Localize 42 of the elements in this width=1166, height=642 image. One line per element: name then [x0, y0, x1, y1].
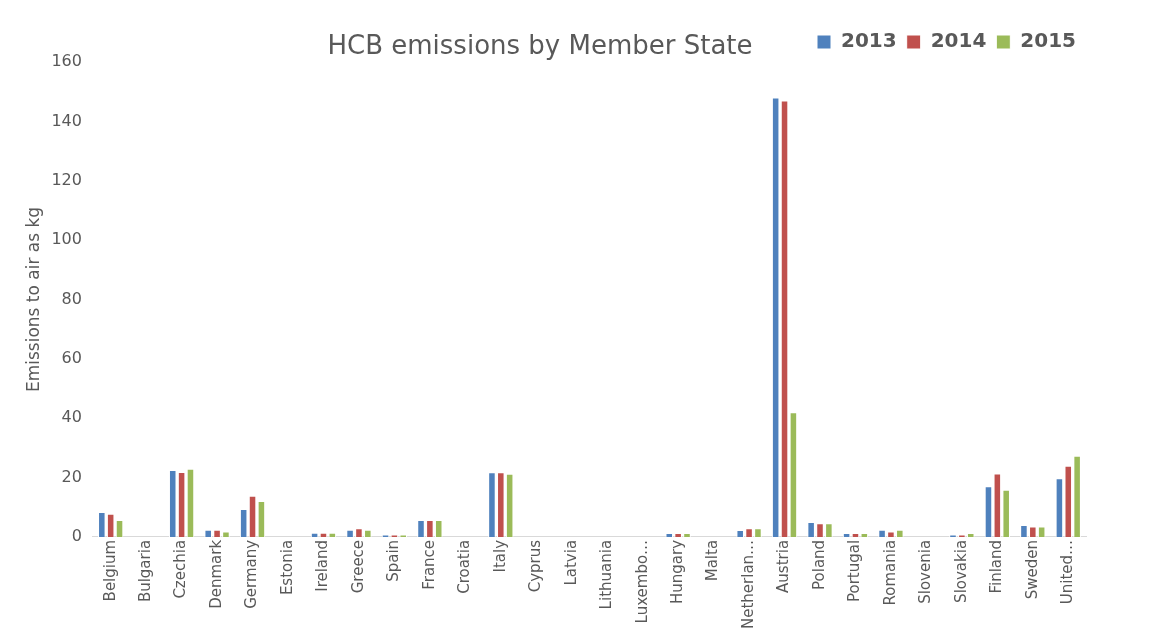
x-tick-label: Romania	[880, 539, 899, 606]
x-tick-label: Czechia	[171, 539, 190, 599]
y-tick-label: 80	[61, 288, 82, 308]
x-tick-label: Italy	[490, 539, 509, 573]
x-tick-label: Germany	[242, 539, 261, 609]
x-tick-label: Slovakia	[951, 539, 970, 603]
x-tick-label: Malta	[703, 539, 722, 582]
y-tick-label: 160	[51, 51, 82, 71]
x-tick-label: Portugal	[845, 539, 864, 603]
x-tick-label: Hungary	[668, 539, 687, 604]
x-tick-label: United…	[1058, 539, 1077, 605]
x-tick-label: Austria	[774, 539, 793, 593]
x-tick-label: Lithuania	[597, 539, 616, 610]
y-tick-label: 20	[61, 466, 82, 486]
y-tick-label: 60	[61, 347, 82, 367]
x-tick-label: Slovenia	[916, 539, 935, 604]
x-tick-label: Estonia	[277, 539, 296, 596]
legend-label: 2015	[1020, 28, 1077, 53]
y-tick-label: 100	[51, 229, 82, 249]
x-tick-label: Spain	[384, 539, 403, 582]
x-tick-label: Denmark	[206, 539, 225, 609]
chart-title: HCB emissions by Member State	[327, 30, 753, 60]
y-tick-label: 140	[51, 110, 82, 130]
legend-label: 2014	[930, 28, 987, 53]
x-tick-label: Belgium	[100, 539, 119, 602]
x-tick-label: Cyprus	[526, 539, 545, 593]
y-tick-label: 0	[71, 526, 82, 546]
x-tick-label: France	[419, 539, 438, 590]
x-tick-label: Greece	[348, 539, 367, 594]
legend-label: 2013	[841, 28, 897, 53]
x-tick-label: Poland	[809, 539, 828, 590]
x-tick-label: Ireland	[313, 539, 332, 592]
x-tick-label: Netherlan…	[738, 539, 757, 630]
x-tick-label: Finland	[987, 539, 1006, 594]
x-tick-label: Bulgaria	[136, 539, 155, 603]
y-tick-label: 120	[51, 169, 82, 189]
x-tick-label: Latvia	[561, 539, 580, 586]
x-tick-label: Croatia	[455, 539, 474, 594]
y-tick-label: 40	[61, 407, 82, 427]
x-tick-label: Luxembo…	[632, 539, 651, 624]
x-tick-label: Sweden	[1022, 539, 1041, 600]
y-axis-title: Emissions to air as kg	[22, 206, 43, 393]
